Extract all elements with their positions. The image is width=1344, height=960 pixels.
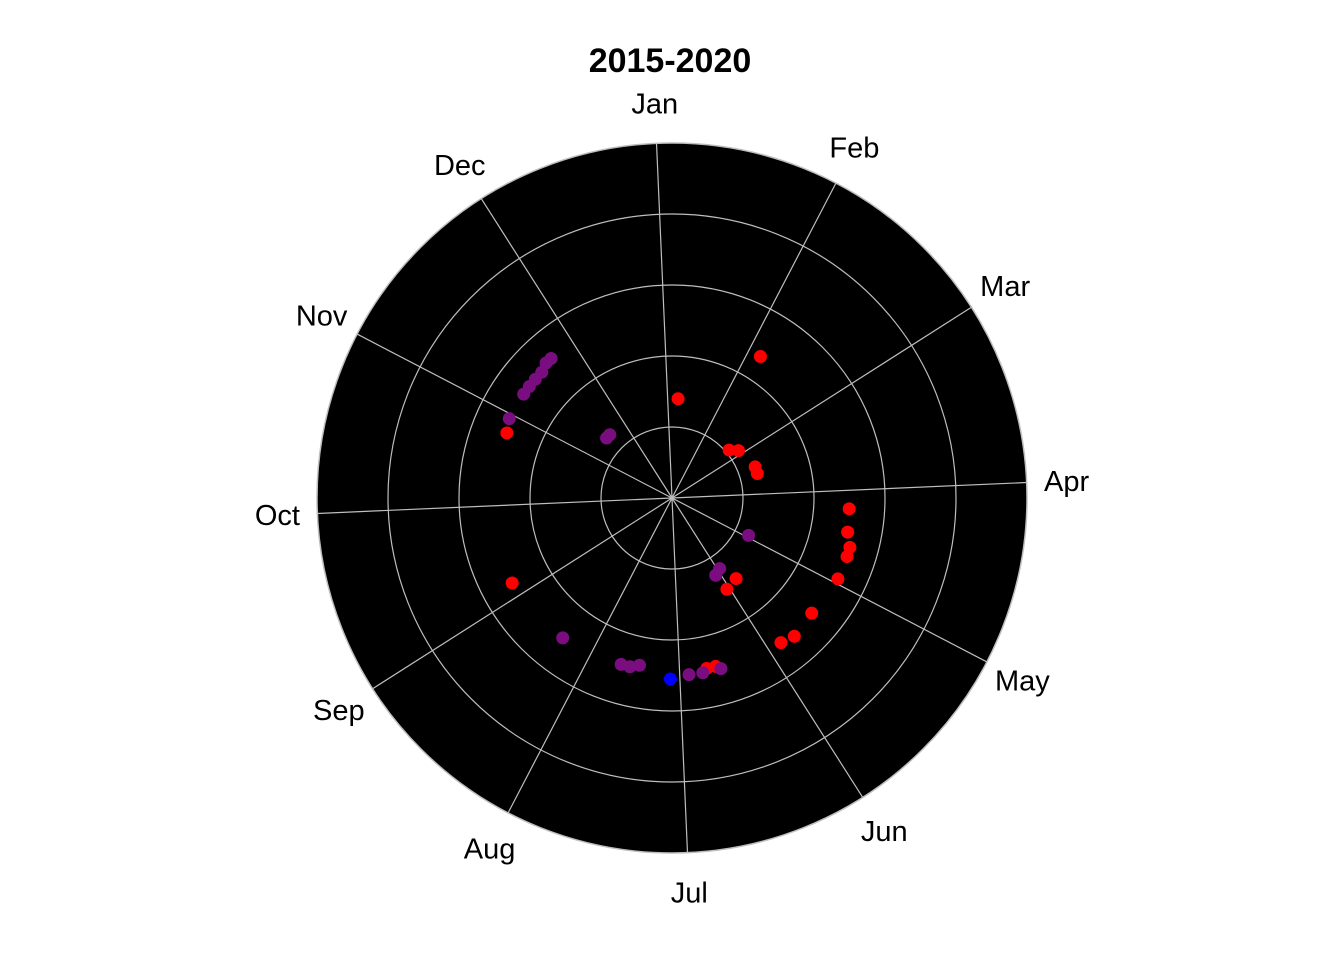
angular-gridlines [317,143,1027,853]
data-point [722,443,736,457]
data-point [663,672,677,686]
data-point [805,606,819,620]
month-label: Dec [434,150,486,182]
data-point [840,550,854,564]
data-point [632,658,646,672]
angular-gridline [671,497,988,663]
radial-gridline [529,355,815,641]
data-point [714,662,728,676]
radial-gridline [387,213,957,783]
data-point [614,657,628,671]
data-point [831,572,845,586]
angular-gridline [317,497,673,515]
data-point [753,350,767,364]
data-point [787,629,801,643]
radial-gridline [600,426,744,570]
month-label: Mar [980,271,1030,303]
data-point [696,666,710,680]
data-point [750,467,764,481]
data-points [500,350,857,686]
data-point [556,631,570,645]
angular-gridline [671,306,972,499]
data-point [774,636,788,650]
data-point [709,568,723,582]
angular-gridline [507,497,673,814]
data-point [731,444,745,458]
month-labels: Jan Feb Mar Apr May Jun Jul Aug Sep Oct Nov Dec [255,88,1090,909]
month-label: Jul [671,878,708,910]
data-point [729,572,743,586]
angular-gridline [671,182,837,499]
month-label: Aug [464,833,516,865]
month-label: Feb [829,133,879,165]
month-label: May [995,665,1050,697]
radial-gridline [458,284,886,712]
data-point [720,582,734,596]
month-label: Nov [296,301,348,333]
month-label: Sep [313,695,365,727]
data-point [505,576,519,590]
angular-gridline [671,497,689,853]
angular-gridline [372,497,673,690]
chart-title: 2015-2020 [589,42,752,80]
data-point [603,428,617,442]
data-point [742,528,756,542]
angular-gridline [655,143,673,499]
angular-gridline [480,198,673,499]
data-point [544,351,558,365]
data-point [500,426,514,440]
month-label: Oct [255,500,300,532]
data-point [841,525,855,539]
data-point [671,392,685,406]
month-label: Apr [1044,466,1089,498]
month-label: Jun [861,816,908,848]
data-point [842,502,856,516]
data-point [502,412,516,426]
radial-gridlines [387,213,957,783]
month-label: Jan [631,88,678,120]
angular-gridline [671,497,864,798]
angular-gridline [671,481,1027,499]
data-point [682,668,696,682]
